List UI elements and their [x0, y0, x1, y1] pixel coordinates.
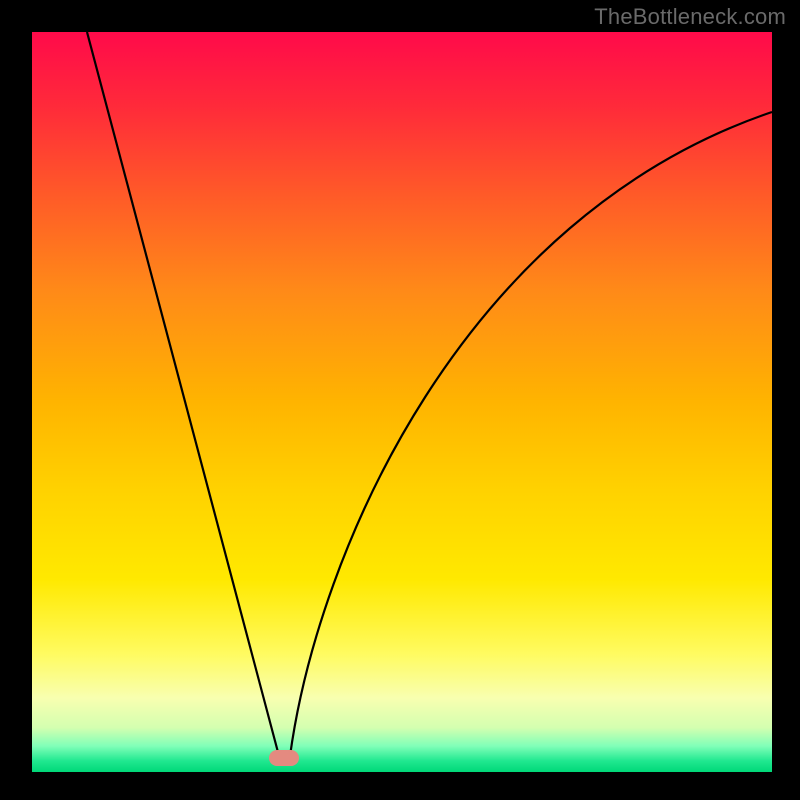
left-descent-line — [87, 32, 279, 756]
curve-layer — [32, 32, 772, 772]
right-ascent-curve — [290, 112, 772, 756]
optimal-point-marker — [269, 750, 299, 766]
plot-area — [32, 32, 772, 772]
watermark-text: TheBottleneck.com — [594, 4, 786, 30]
